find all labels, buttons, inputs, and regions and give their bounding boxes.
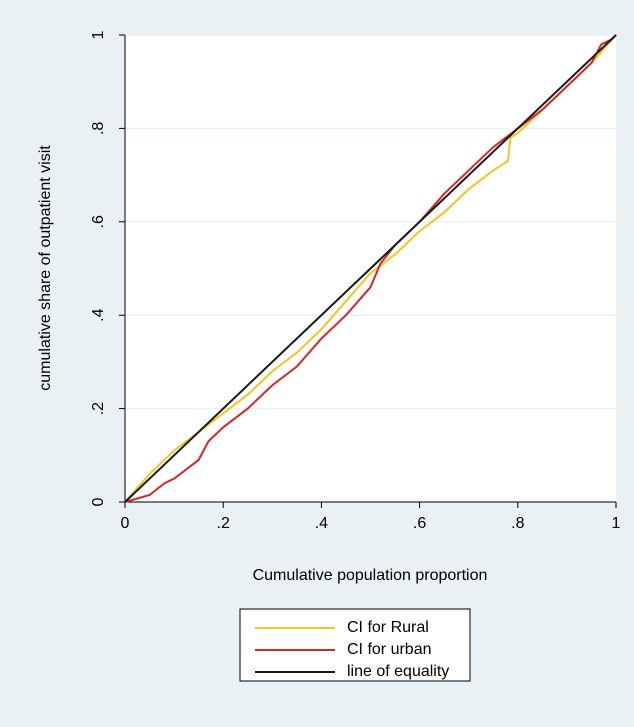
series-line: [124, 34, 617, 503]
y-tick-label: .6: [90, 215, 107, 228]
y-tick-label: 1: [90, 30, 107, 39]
y-tick-label: 0: [90, 497, 107, 506]
series-line: [124, 34, 617, 503]
x-tick-label: .8: [511, 515, 524, 532]
y-tick-label: .2: [90, 402, 107, 415]
x-tick-label: .6: [413, 515, 426, 532]
x-tick-label: .4: [315, 515, 328, 532]
legend-box: [239, 608, 471, 682]
x-tick-label: 1: [612, 515, 621, 532]
y-tick-label: .4: [90, 308, 107, 321]
legend-label: line of equality: [347, 663, 449, 680]
legend-label: CI for Rural: [347, 619, 429, 636]
x-tick-label: .2: [217, 515, 230, 532]
x-tick-label: 0: [121, 515, 130, 532]
legend-label: CI for urban: [347, 641, 431, 658]
y-tick-label: .8: [90, 122, 107, 135]
y-axis-title: cumulative share of outpatient visit: [37, 145, 54, 391]
x-axis-title: Cumulative population proportion: [253, 567, 488, 584]
